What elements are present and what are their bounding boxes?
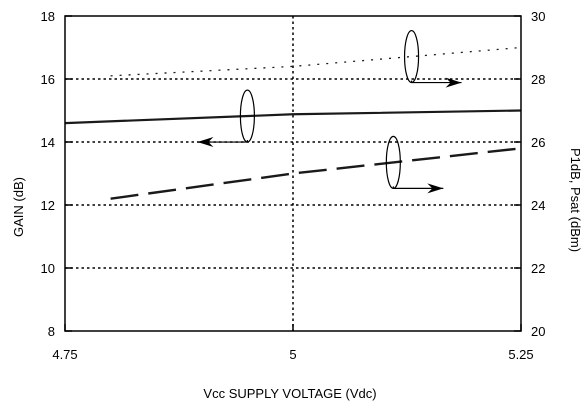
x-tick-label: 4.75 [52, 347, 77, 362]
left-tick-label: 18 [41, 9, 55, 24]
right-axis-title: P1dB, Psat (dBm) [568, 148, 583, 252]
annotation-arrowhead [427, 183, 444, 194]
series-lines [64, 46, 522, 200]
x-axis-title: Vcc SUPPLY VOLTAGE (Vdc) [203, 386, 376, 401]
left-tick-label: 12 [41, 198, 55, 213]
left-tick-labels: 8 10 12 14 16 18 [41, 9, 55, 339]
annotations [197, 29, 462, 194]
right-tick-labels: 20 22 24 26 28 30 [531, 9, 545, 339]
right-tick-label: 28 [531, 72, 545, 87]
left-tick-label: 8 [48, 324, 55, 339]
left-axis-title: GAIN (dB) [11, 177, 26, 237]
grid-lines [65, 16, 521, 331]
right-tick-label: 20 [531, 324, 545, 339]
axis-ticks [64, 15, 522, 332]
gain-line [64, 109, 522, 125]
x-tick-label: 5.25 [508, 347, 533, 362]
annotation-arrowhead [197, 137, 214, 148]
left-tick-label: 16 [41, 72, 55, 87]
annotation-arrowhead [445, 77, 462, 88]
annotation-marker [403, 29, 462, 88]
left-tick-label: 14 [41, 135, 55, 150]
right-tick-label: 30 [531, 9, 545, 24]
x-tick-labels: 4.75 5 5.25 [52, 347, 533, 362]
x-tick-label: 5 [289, 347, 296, 362]
left-tick-label: 10 [41, 261, 55, 276]
right-tick-label: 26 [531, 135, 545, 150]
annotation-marker [197, 89, 255, 148]
annotation-marker [385, 135, 444, 194]
p1db-line [110, 147, 522, 200]
right-tick-label: 22 [531, 261, 545, 276]
right-tick-label: 24 [531, 198, 545, 213]
psat-line [110, 46, 522, 77]
plot-frame [64, 15, 522, 332]
